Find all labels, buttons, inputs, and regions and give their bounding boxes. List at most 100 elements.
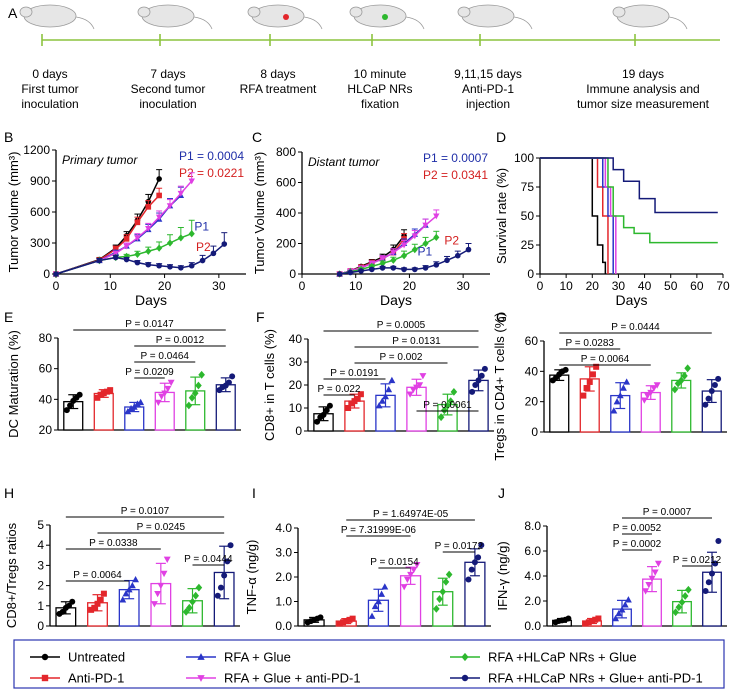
p-value-label: P = 0.0131 <box>392 336 441 347</box>
legend-marker <box>41 674 49 682</box>
timeline-label-2: injection <box>466 97 510 111</box>
data-point <box>229 373 236 380</box>
x-tick-label: 30 <box>612 279 626 293</box>
p-value-label: P = 0.0107 <box>121 506 170 517</box>
data-point <box>164 385 172 393</box>
data-point <box>63 407 70 414</box>
data-point <box>678 598 686 607</box>
y-tick-label: 20 <box>39 423 53 437</box>
chart-panel-j: J 0.0 2.0 4.0 6.0 8.0 IFN-γ (ng/g) P = 0.0007 P … <box>495 485 727 633</box>
timeline-label-1: RFA treatment <box>240 82 317 96</box>
data-point <box>177 190 185 197</box>
p-value-label: P = 0.0154 <box>370 557 419 568</box>
y-tick-label: 40 <box>39 392 53 406</box>
y-tick-label: 40 <box>289 332 303 346</box>
data-point <box>562 366 569 373</box>
data-point <box>381 583 389 590</box>
data-point <box>227 542 234 549</box>
data-point <box>684 364 691 373</box>
data-point <box>125 586 133 593</box>
data-point <box>123 236 130 242</box>
data-point <box>345 405 352 411</box>
y-tick-label: 80 <box>39 331 53 345</box>
timeline-label-2: inoculation <box>21 97 78 111</box>
data-point <box>351 398 358 405</box>
data-point <box>471 559 478 566</box>
data-point <box>134 219 141 226</box>
data-point <box>225 379 232 386</box>
y-tick-label: 0 <box>37 619 44 633</box>
p-value-label: P = 0.0172 <box>435 541 484 552</box>
data-point <box>378 590 386 597</box>
data-point <box>585 619 592 626</box>
data-point <box>472 382 479 388</box>
y-tick-label: 0.0 <box>275 619 292 633</box>
data-point <box>444 257 450 264</box>
data-point <box>433 213 440 220</box>
data-point <box>94 394 101 401</box>
data-point <box>705 395 712 402</box>
data-point <box>422 265 429 271</box>
data-point <box>150 601 158 608</box>
data-point <box>422 239 429 248</box>
data-point <box>433 262 440 268</box>
data-point <box>681 592 689 600</box>
data-point <box>346 616 353 623</box>
data-point <box>580 392 587 399</box>
data-point <box>88 606 95 613</box>
data-point <box>103 388 110 395</box>
data-point <box>413 562 421 569</box>
mouse-tail-icon <box>668 16 688 30</box>
chart-annotation: Primary tumor <box>62 153 138 167</box>
panel-label: C <box>252 129 262 145</box>
data-point <box>69 598 76 605</box>
x-axis-label: Days <box>380 292 412 308</box>
panel-label: D <box>496 129 506 145</box>
data-point <box>123 256 130 263</box>
data-point <box>188 262 195 269</box>
p-value-label: P = 0.0283 <box>566 338 615 349</box>
mouse-icon <box>251 4 305 28</box>
data-point <box>217 584 224 591</box>
x-tick-label: 0 <box>299 279 306 293</box>
y-tick-label: 3 <box>37 558 44 572</box>
p-value-label: P = 0.0052 <box>613 523 662 534</box>
data-point <box>709 570 715 577</box>
data-point <box>67 402 74 409</box>
data-point <box>195 381 202 390</box>
mouse-ear-icon <box>457 6 471 18</box>
data-point <box>645 582 653 589</box>
data-point <box>401 266 407 273</box>
data-point <box>156 262 162 269</box>
mouse-icon <box>353 4 407 28</box>
data-point <box>368 612 376 619</box>
data-point <box>178 265 184 271</box>
data-point <box>447 397 454 405</box>
data-point <box>705 579 712 586</box>
data-point <box>157 582 165 590</box>
mouse-tail-icon <box>405 16 425 30</box>
mouse-ear-icon <box>612 6 626 18</box>
x-tick-label: 30 <box>212 279 226 293</box>
mouse-tail-icon <box>75 16 95 30</box>
legend: Untreated Anti-PD-1 RFA + Glue RFA + Glue +… <box>13 639 725 689</box>
data-point <box>160 570 168 578</box>
data-point <box>188 178 195 185</box>
data-point <box>478 372 485 379</box>
y-axis-label: Survival rate (%) <box>494 168 509 264</box>
data-point <box>369 266 375 273</box>
curve-label: P2 <box>196 240 211 254</box>
data-point <box>445 570 453 579</box>
y-tick-label: 30 <box>289 355 303 369</box>
y-tick-label: 1.0 <box>275 595 292 609</box>
data-point <box>409 386 417 394</box>
panel-label: F <box>256 309 265 325</box>
data-point <box>640 397 648 404</box>
p-value-label: P = 0.002 <box>380 352 423 363</box>
mouse-ear-icon <box>349 6 363 18</box>
data-point <box>469 388 476 395</box>
y-tick-label: 40 <box>525 364 539 378</box>
data-point <box>481 365 488 372</box>
p-value-label: P = 0.0064 <box>581 354 630 365</box>
data-point <box>450 388 458 396</box>
